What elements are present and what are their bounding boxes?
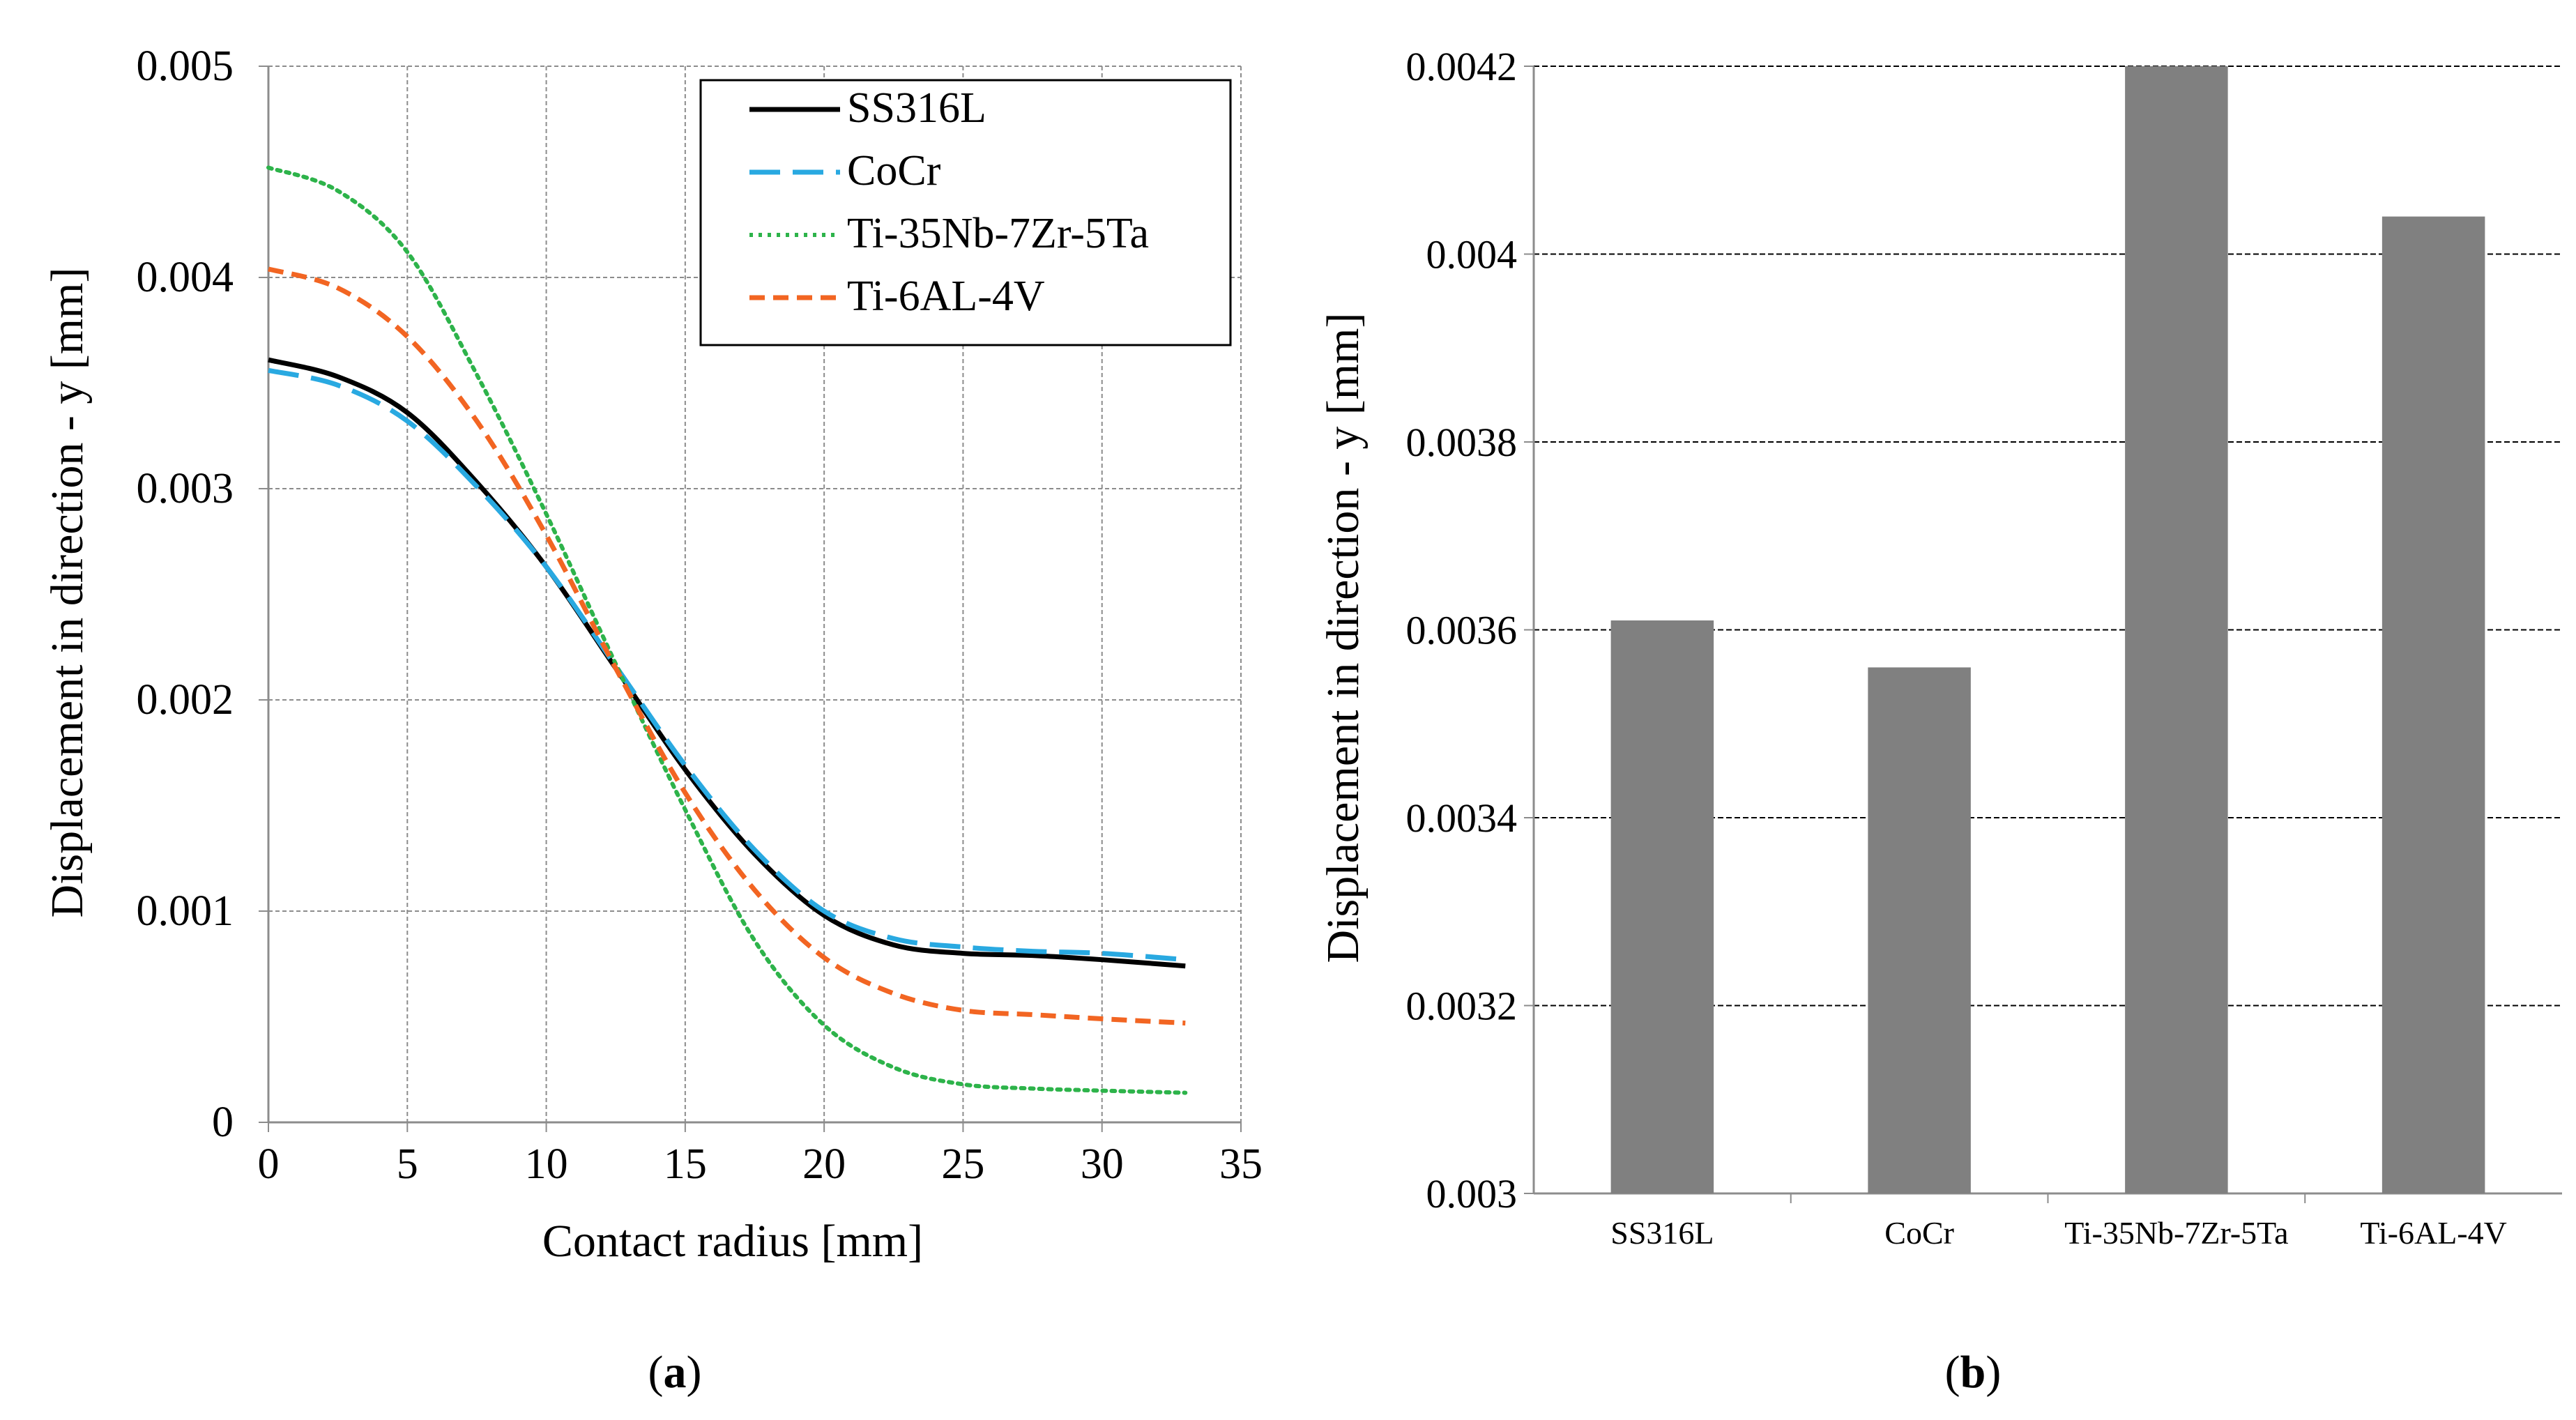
x-axis-label-a: Contact radius [mm] [542,1216,923,1267]
category-labels-b: SS316L CoCr Ti-35Nb-7Zr-5Ta Ti-6AL-4V [1610,1215,2507,1251]
series-line-ti-35nb-7zr-5ta [266,165,1188,1095]
panel-letter-a: a [664,1347,687,1398]
y-axis-label-b: Displacement in direction - y [mm] [1318,313,1369,963]
series-line-ss316l [268,357,1186,969]
x-tick-label: 10 [525,1140,568,1188]
legend-label: Ti-6AL-4V [847,273,1045,320]
x-tick-label: 5 [397,1140,418,1188]
y-tick-label: 0.003 [137,465,234,512]
bars-b [1610,66,2485,1194]
y-tick-label: 0.0038 [1406,420,1518,465]
tick-labels-b: 0.003 0.0032 0.0034 0.0036 0.0038 0.004 0.0042 [1406,44,1518,1216]
bar-ti-35nb-7zr-5ta [2125,66,2228,1193]
x-tick-label: 0 [258,1140,280,1188]
line-chart-panel-a: 0 5 10 15 20 25 30 35 0 0.001 0.002 0.003 0.004 0.005… [42,43,1263,1267]
y-tick-label: 0.004 [1426,232,1518,277]
category-label: Ti-6AL-4V [2360,1215,2506,1251]
category-label: CoCr [1884,1215,1954,1251]
bar-ti-6al-4v [2381,216,2485,1194]
y-tick-label: 0.0042 [1406,44,1518,89]
category-label: SS316L [1610,1215,1714,1251]
axes-a [259,66,1242,1132]
legend-label: Ti-35Nb-7Zr-5Ta [847,210,1149,257]
series-line-ti-6al-4v [268,266,1186,1026]
y-tick-label: 0.0036 [1406,608,1518,653]
category-label: Ti-35Nb-7Zr-5Ta [2064,1215,2288,1251]
bar-chart-panel-b: 0.003 0.0032 0.0034 0.0036 0.0038 0.004 0.0042… [1318,44,2562,1251]
panel-label-b: (b) [1945,1347,2002,1398]
x-tick-label: 35 [1219,1140,1263,1188]
legend-label: CoCr [847,147,941,194]
y-tick-label: 0 [212,1099,234,1146]
y-tick-label: 0.0034 [1406,795,1518,841]
x-tick-label: 20 [802,1140,846,1188]
y-tick-label: 0.002 [137,676,234,724]
y-tick-label: 0.005 [137,43,234,90]
bar-ss316l [1610,620,1714,1193]
legend-a: SS316L CoCr Ti-35Nb-7Zr-5Ta Ti-6AL-4V [699,79,1232,346]
x-tick-label: 15 [664,1140,707,1188]
y-tick-label: 0.001 [137,887,234,935]
legend-label: SS316L [847,84,986,132]
panel-label-a: (a) [648,1347,702,1398]
y-tick-label: 0.0032 [1406,984,1518,1029]
series-lines-a [266,165,1188,1095]
x-tick-label: 30 [1081,1140,1124,1188]
x-tick-label: 25 [941,1140,984,1188]
legend-box [699,79,1232,346]
bar-cocr [1868,667,1971,1193]
y-tick-label: 0.003 [1426,1171,1518,1216]
y-tick-label: 0.004 [137,254,234,301]
y-axis-label-a: Displacement in direction - y [mm] [42,268,93,918]
series-line-cocr [268,367,1186,963]
tick-labels-a: 0 5 10 15 20 25 30 35 0 0.001 0.002 0.003 0.004 0.005 [137,43,1263,1188]
panel-letter-b: b [1960,1347,1986,1398]
